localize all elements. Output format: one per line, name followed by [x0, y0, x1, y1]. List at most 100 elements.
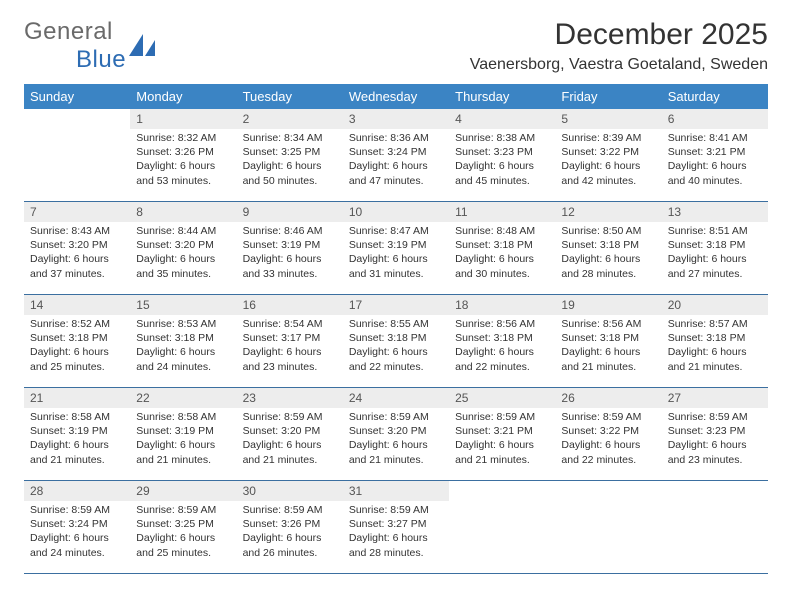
- calendar-cell: 7Sunrise: 8:43 AMSunset: 3:20 PMDaylight…: [24, 202, 130, 295]
- day-number: 3: [343, 109, 449, 129]
- day-number: 10: [343, 202, 449, 222]
- weekday-header-row: SundayMondayTuesdayWednesdayThursdayFrid…: [24, 84, 768, 109]
- day-details: Sunrise: 8:50 AMSunset: 3:18 PMDaylight:…: [555, 222, 661, 285]
- calendar-cell: 18Sunrise: 8:56 AMSunset: 3:18 PMDayligh…: [449, 295, 555, 388]
- calendar-cell: [24, 109, 130, 202]
- weekday-header: Tuesday: [237, 84, 343, 109]
- day-number: 25: [449, 388, 555, 408]
- brand-word1: General: [24, 18, 113, 45]
- day-details: Sunrise: 8:47 AMSunset: 3:19 PMDaylight:…: [343, 222, 449, 285]
- day-details: Sunrise: 8:59 AMSunset: 3:25 PMDaylight:…: [130, 501, 236, 564]
- day-details: Sunrise: 8:59 AMSunset: 3:20 PMDaylight:…: [343, 408, 449, 471]
- calendar-cell: 3Sunrise: 8:36 AMSunset: 3:24 PMDaylight…: [343, 109, 449, 202]
- day-number: 20: [662, 295, 768, 315]
- day-details: Sunrise: 8:59 AMSunset: 3:24 PMDaylight:…: [24, 501, 130, 564]
- location-text: Vaenersborg, Vaestra Goetaland, Sweden: [470, 56, 768, 74]
- day-number: 23: [237, 388, 343, 408]
- calendar-cell: 16Sunrise: 8:54 AMSunset: 3:17 PMDayligh…: [237, 295, 343, 388]
- day-details: Sunrise: 8:48 AMSunset: 3:18 PMDaylight:…: [449, 222, 555, 285]
- calendar-cell: 10Sunrise: 8:47 AMSunset: 3:19 PMDayligh…: [343, 202, 449, 295]
- weekday-header: Saturday: [662, 84, 768, 109]
- calendar-week-row: 21Sunrise: 8:58 AMSunset: 3:19 PMDayligh…: [24, 388, 768, 481]
- calendar-cell: 30Sunrise: 8:59 AMSunset: 3:26 PMDayligh…: [237, 481, 343, 574]
- day-number: 4: [449, 109, 555, 129]
- day-number: 18: [449, 295, 555, 315]
- calendar-cell: [449, 481, 555, 574]
- title-block: December 2025 Vaenersborg, Vaestra Goeta…: [470, 18, 768, 74]
- day-details: Sunrise: 8:59 AMSunset: 3:21 PMDaylight:…: [449, 408, 555, 471]
- day-number: 7: [24, 202, 130, 222]
- calendar-cell: 24Sunrise: 8:59 AMSunset: 3:20 PMDayligh…: [343, 388, 449, 481]
- day-details: Sunrise: 8:56 AMSunset: 3:18 PMDaylight:…: [555, 315, 661, 378]
- day-details: Sunrise: 8:32 AMSunset: 3:26 PMDaylight:…: [130, 129, 236, 192]
- calendar-cell: 25Sunrise: 8:59 AMSunset: 3:21 PMDayligh…: [449, 388, 555, 481]
- day-number: 1: [130, 109, 236, 129]
- weekday-header: Friday: [555, 84, 661, 109]
- calendar-cell: 9Sunrise: 8:46 AMSunset: 3:19 PMDaylight…: [237, 202, 343, 295]
- brand-sail-icon: [129, 34, 155, 56]
- day-number: 5: [555, 109, 661, 129]
- weekday-header: Sunday: [24, 84, 130, 109]
- day-number: 16: [237, 295, 343, 315]
- day-number: 8: [130, 202, 236, 222]
- day-details: Sunrise: 8:38 AMSunset: 3:23 PMDaylight:…: [449, 129, 555, 192]
- day-number: 29: [130, 481, 236, 501]
- day-details: Sunrise: 8:54 AMSunset: 3:17 PMDaylight:…: [237, 315, 343, 378]
- calendar-week-row: 1Sunrise: 8:32 AMSunset: 3:26 PMDaylight…: [24, 109, 768, 202]
- calendar-cell: 15Sunrise: 8:53 AMSunset: 3:18 PMDayligh…: [130, 295, 236, 388]
- day-details: Sunrise: 8:59 AMSunset: 3:22 PMDaylight:…: [555, 408, 661, 471]
- day-details: Sunrise: 8:55 AMSunset: 3:18 PMDaylight:…: [343, 315, 449, 378]
- day-details: Sunrise: 8:34 AMSunset: 3:25 PMDaylight:…: [237, 129, 343, 192]
- day-number: 26: [555, 388, 661, 408]
- calendar-cell: 2Sunrise: 8:34 AMSunset: 3:25 PMDaylight…: [237, 109, 343, 202]
- brand-logo: General Blue: [24, 18, 155, 74]
- calendar-week-row: 28Sunrise: 8:59 AMSunset: 3:24 PMDayligh…: [24, 481, 768, 574]
- calendar-cell: 19Sunrise: 8:56 AMSunset: 3:18 PMDayligh…: [555, 295, 661, 388]
- day-details: Sunrise: 8:58 AMSunset: 3:19 PMDaylight:…: [130, 408, 236, 471]
- day-details: Sunrise: 8:59 AMSunset: 3:20 PMDaylight:…: [237, 408, 343, 471]
- day-number: 14: [24, 295, 130, 315]
- day-number: 17: [343, 295, 449, 315]
- calendar-cell: 21Sunrise: 8:58 AMSunset: 3:19 PMDayligh…: [24, 388, 130, 481]
- day-details: Sunrise: 8:43 AMSunset: 3:20 PMDaylight:…: [24, 222, 130, 285]
- calendar-week-row: 14Sunrise: 8:52 AMSunset: 3:18 PMDayligh…: [24, 295, 768, 388]
- calendar-cell: 26Sunrise: 8:59 AMSunset: 3:22 PMDayligh…: [555, 388, 661, 481]
- calendar-cell: [662, 481, 768, 574]
- calendar-cell: 28Sunrise: 8:59 AMSunset: 3:24 PMDayligh…: [24, 481, 130, 574]
- calendar-cell: 29Sunrise: 8:59 AMSunset: 3:25 PMDayligh…: [130, 481, 236, 574]
- calendar-cell: 22Sunrise: 8:58 AMSunset: 3:19 PMDayligh…: [130, 388, 236, 481]
- calendar-cell: 31Sunrise: 8:59 AMSunset: 3:27 PMDayligh…: [343, 481, 449, 574]
- day-number: 6: [662, 109, 768, 129]
- day-details: Sunrise: 8:36 AMSunset: 3:24 PMDaylight:…: [343, 129, 449, 192]
- day-number: 24: [343, 388, 449, 408]
- day-details: Sunrise: 8:59 AMSunset: 3:27 PMDaylight:…: [343, 501, 449, 564]
- calendar-cell: 14Sunrise: 8:52 AMSunset: 3:18 PMDayligh…: [24, 295, 130, 388]
- day-number: 2: [237, 109, 343, 129]
- day-details: Sunrise: 8:41 AMSunset: 3:21 PMDaylight:…: [662, 129, 768, 192]
- day-number: 21: [24, 388, 130, 408]
- page-title: December 2025: [470, 18, 768, 52]
- day-number: 15: [130, 295, 236, 315]
- day-details: Sunrise: 8:52 AMSunset: 3:18 PMDaylight:…: [24, 315, 130, 378]
- day-details: Sunrise: 8:59 AMSunset: 3:26 PMDaylight:…: [237, 501, 343, 564]
- day-number: 13: [662, 202, 768, 222]
- day-number: 30: [237, 481, 343, 501]
- calendar-cell: 4Sunrise: 8:38 AMSunset: 3:23 PMDaylight…: [449, 109, 555, 202]
- day-number: 27: [662, 388, 768, 408]
- day-details: Sunrise: 8:58 AMSunset: 3:19 PMDaylight:…: [24, 408, 130, 471]
- weekday-header: Thursday: [449, 84, 555, 109]
- calendar-cell: 23Sunrise: 8:59 AMSunset: 3:20 PMDayligh…: [237, 388, 343, 481]
- calendar-table: SundayMondayTuesdayWednesdayThursdayFrid…: [24, 84, 768, 574]
- calendar-cell: 17Sunrise: 8:55 AMSunset: 3:18 PMDayligh…: [343, 295, 449, 388]
- header: General Blue December 2025 Vaenersborg, …: [24, 18, 768, 74]
- calendar-cell: 1Sunrise: 8:32 AMSunset: 3:26 PMDaylight…: [130, 109, 236, 202]
- day-details: Sunrise: 8:46 AMSunset: 3:19 PMDaylight:…: [237, 222, 343, 285]
- calendar-cell: [555, 481, 661, 574]
- calendar-body: 1Sunrise: 8:32 AMSunset: 3:26 PMDaylight…: [24, 109, 768, 574]
- day-details: Sunrise: 8:39 AMSunset: 3:22 PMDaylight:…: [555, 129, 661, 192]
- day-details: Sunrise: 8:57 AMSunset: 3:18 PMDaylight:…: [662, 315, 768, 378]
- day-number: 12: [555, 202, 661, 222]
- day-details: Sunrise: 8:51 AMSunset: 3:18 PMDaylight:…: [662, 222, 768, 285]
- calendar-cell: 8Sunrise: 8:44 AMSunset: 3:20 PMDaylight…: [130, 202, 236, 295]
- calendar-cell: 13Sunrise: 8:51 AMSunset: 3:18 PMDayligh…: [662, 202, 768, 295]
